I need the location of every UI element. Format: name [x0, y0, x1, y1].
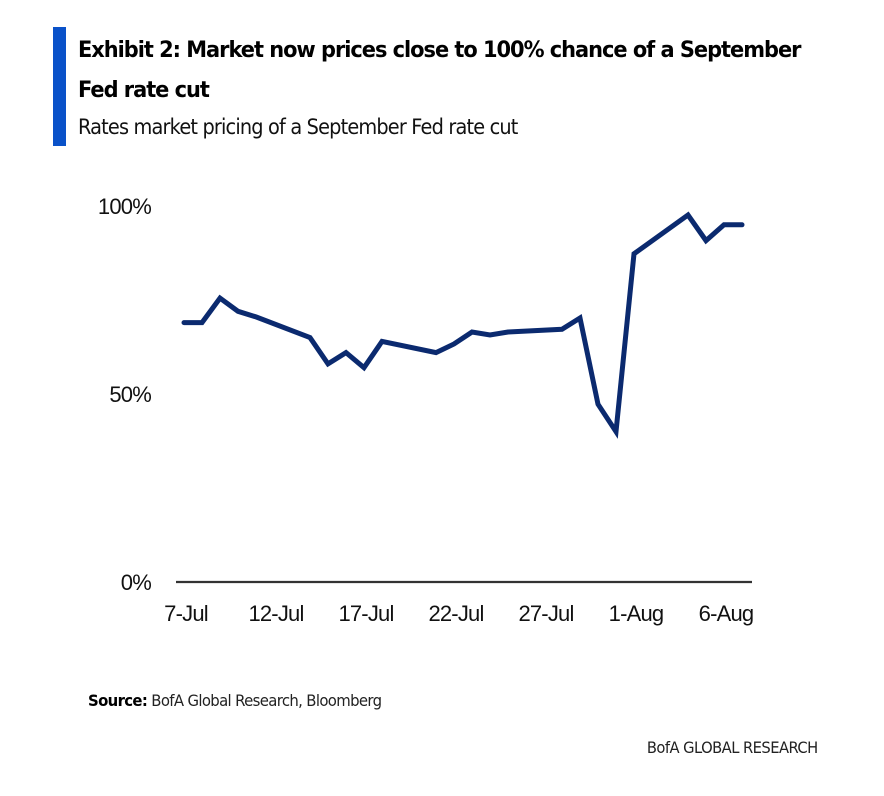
exhibit-subtitle: Rates market pricing of a September Fed … [78, 115, 518, 139]
y-tick-label: 0% [121, 570, 151, 595]
exhibit-accent-bar [53, 27, 66, 146]
x-tick-label: 27-Jul [518, 601, 573, 626]
source-text: BofA Global Research, Bloomberg [147, 691, 382, 710]
x-tick-label: 1-Aug [609, 601, 664, 626]
x-tick-label: 7-Jul [164, 601, 208, 626]
source-label: Source: [88, 691, 148, 710]
x-tick-label: 6-Aug [699, 601, 754, 626]
x-tick-label: 22-Jul [428, 601, 483, 626]
y-tick-label: 100% [98, 194, 151, 219]
series-line [181, 211, 745, 439]
x-tick-label: 12-Jul [248, 601, 303, 626]
source-note: Source: BofA Global Research, Bloomberg [88, 690, 382, 712]
footer-brand: BofA GLOBAL RESEARCH [647, 738, 818, 757]
y-axis: 0% 50% 100% [98, 194, 152, 595]
x-axis: 7-Jul 12-Jul 17-Jul 22-Jul 27-Jul 1-Aug 6-Aug [164, 601, 754, 626]
x-tick-label: 17-Jul [338, 601, 393, 626]
exhibit-title: Exhibit 2: Market now prices close to 10… [78, 37, 801, 103]
y-tick-label: 50% [109, 382, 151, 407]
series-layer: 7-Jul: 69%8-Jul: 69%9-Jul: 75.5%10-Jul: … [181, 211, 745, 439]
